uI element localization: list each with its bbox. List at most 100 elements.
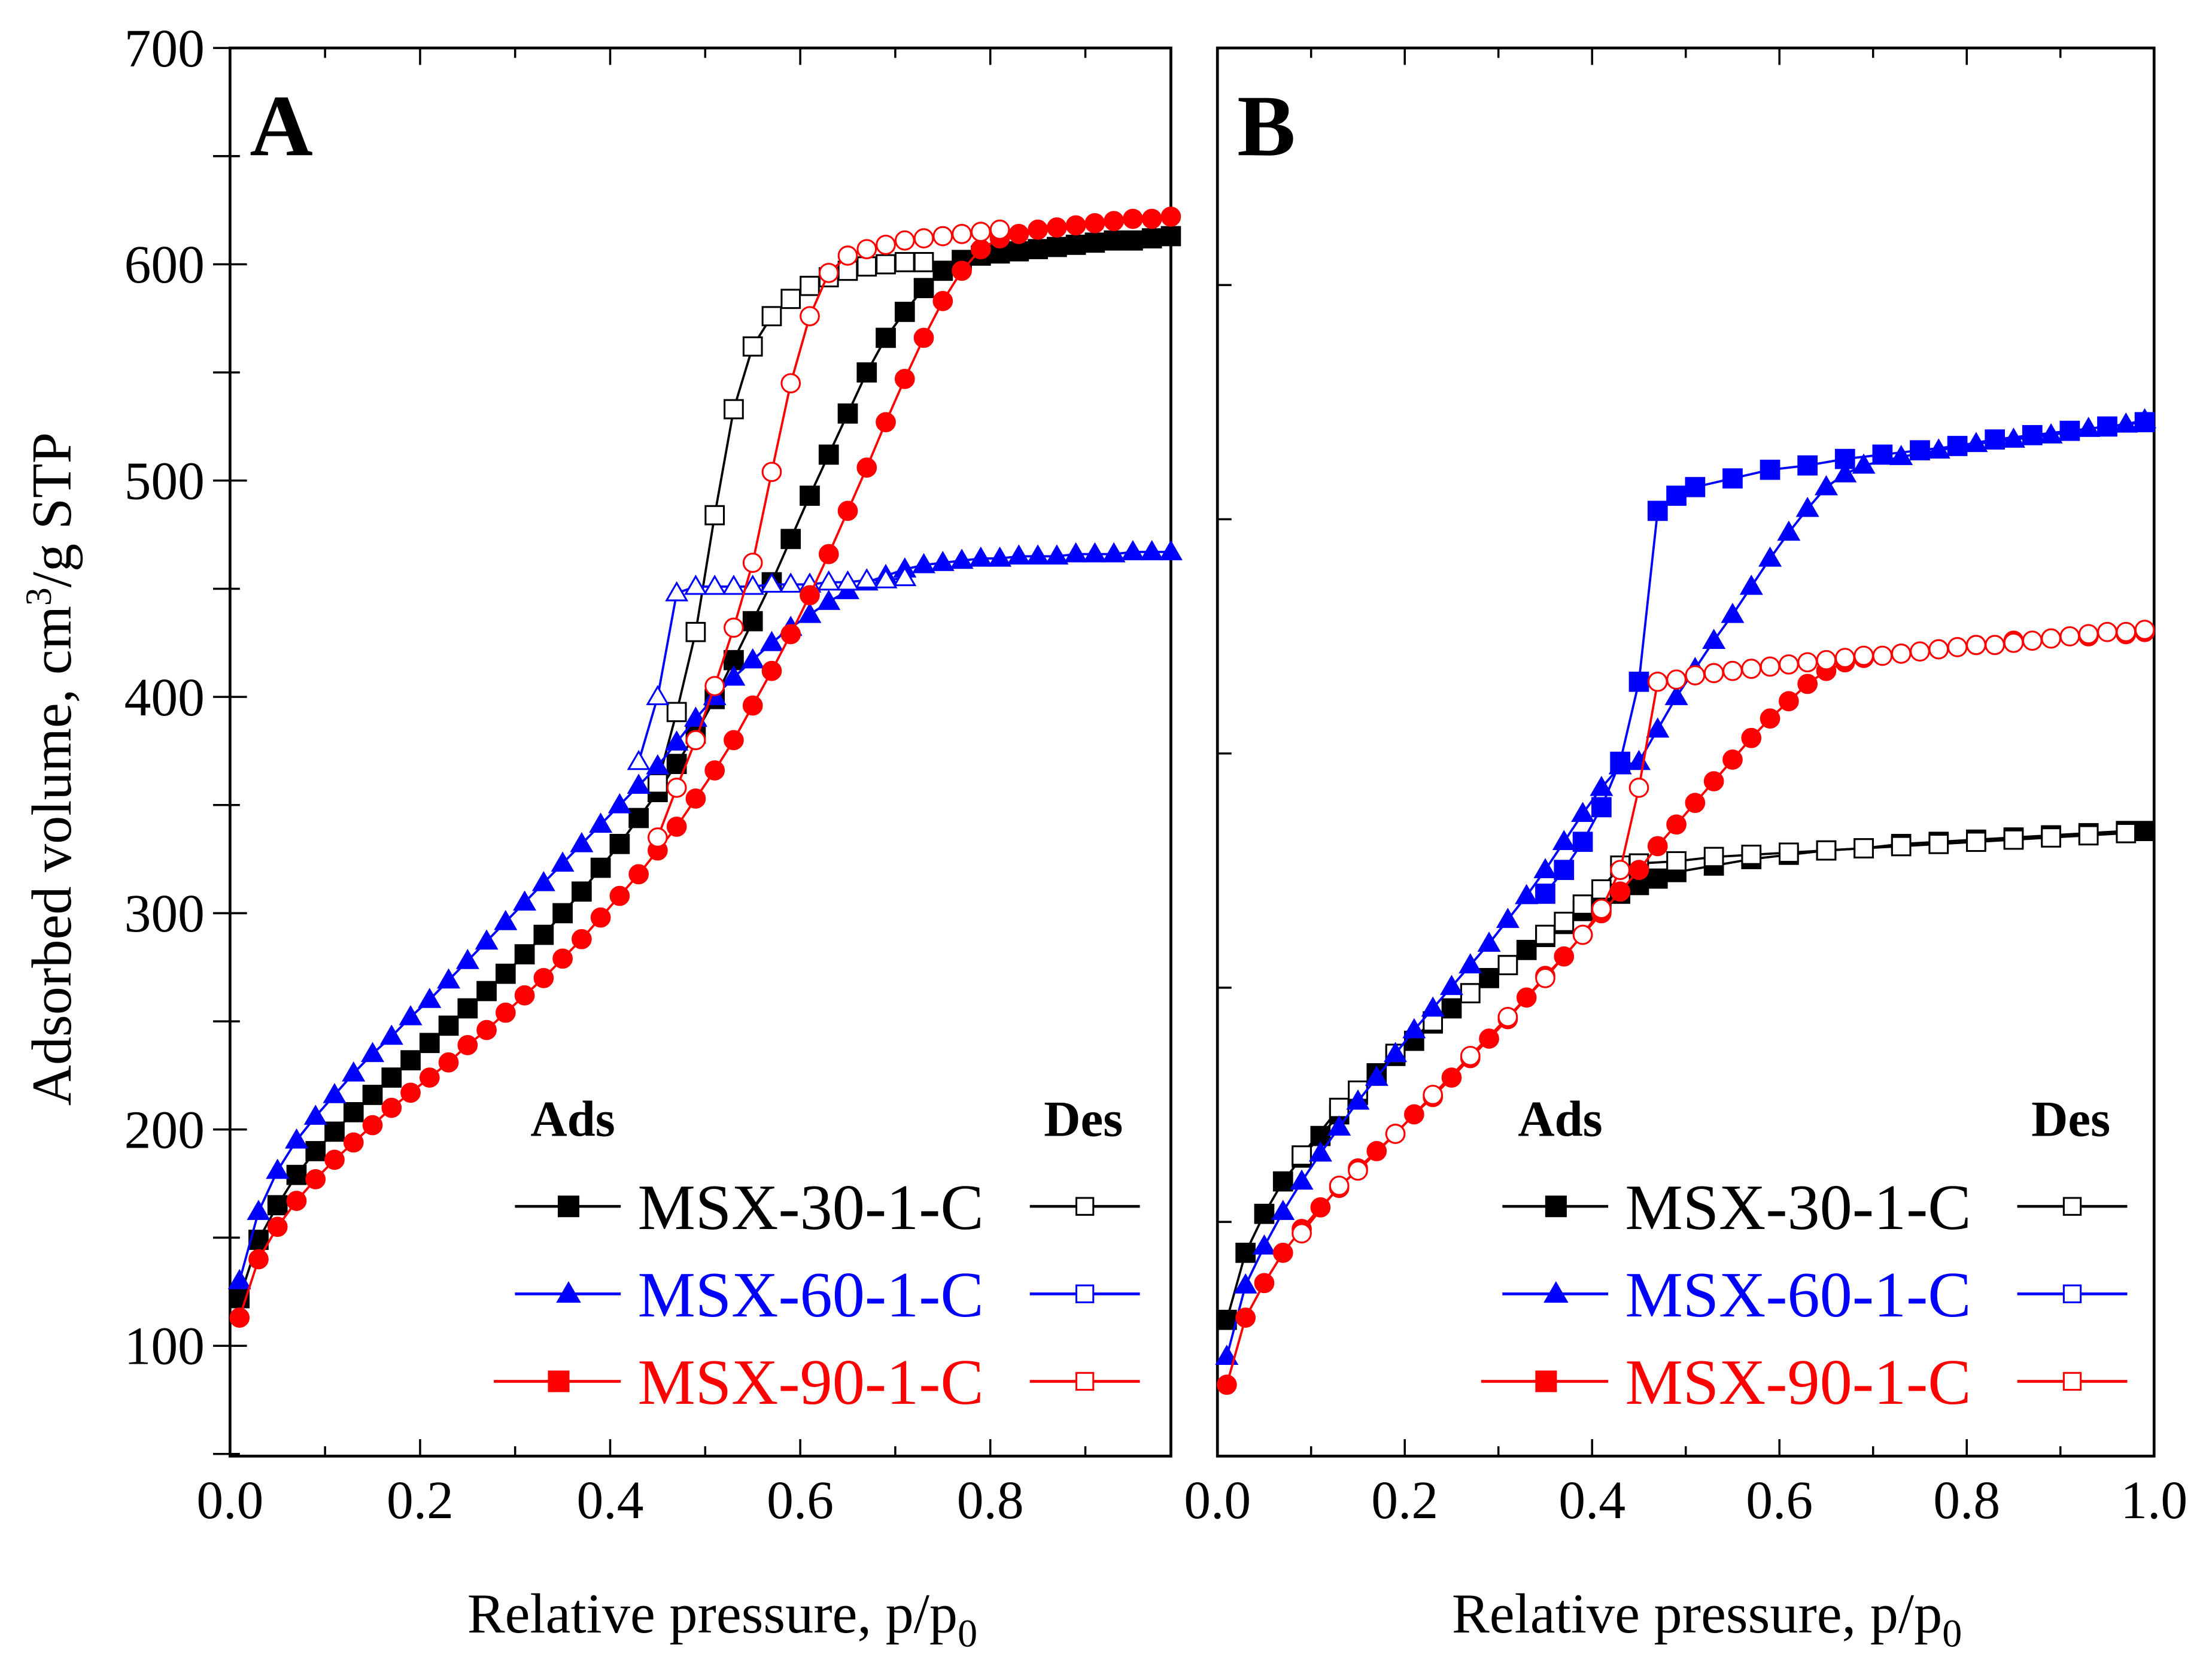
data-point [572, 881, 592, 902]
data-point [893, 566, 917, 587]
data-point [1647, 836, 1668, 857]
data-point [1084, 232, 1105, 253]
data-point [988, 546, 1012, 567]
x-tick-label: 0.2 [1371, 1471, 1438, 1530]
data-point [800, 485, 820, 506]
data-point [1496, 908, 1520, 928]
data-point [1123, 208, 1143, 229]
data-point [457, 998, 478, 1019]
data-point [856, 256, 877, 277]
data-point [1891, 644, 1912, 664]
data-point [419, 1067, 440, 1088]
data-point [1816, 650, 1837, 670]
data-point [1572, 832, 1593, 852]
data-point [476, 1019, 497, 1040]
data-point [1722, 749, 1743, 770]
series-msx-90-1-c-ads [229, 207, 1181, 1328]
series-msx-60-1-c-des [1535, 412, 2155, 904]
data-point [1292, 1223, 1312, 1244]
data-point [1985, 429, 2006, 450]
data-point [1533, 858, 1557, 878]
data-point [761, 462, 782, 483]
series-line [657, 228, 1000, 838]
data-point [856, 457, 877, 478]
data-point [952, 224, 972, 244]
legend-label: MSX-90-1-C [637, 1346, 983, 1418]
data-point [1721, 602, 1745, 623]
data-point [683, 706, 707, 727]
data-point [970, 221, 991, 242]
data-point [495, 1002, 516, 1023]
data-point [1160, 226, 1181, 247]
data-point [817, 590, 841, 610]
data-point [2116, 621, 2137, 642]
data-point [1779, 654, 1799, 675]
data-point [2022, 425, 2043, 445]
data-point [438, 1052, 459, 1073]
legend-des-title: Des [2031, 1091, 2110, 1147]
data-point [400, 1050, 421, 1071]
data-point [894, 251, 915, 272]
data-point [1760, 656, 1780, 677]
data-point [2022, 630, 2043, 651]
data-point [685, 621, 706, 642]
data-point [551, 851, 575, 872]
data-point [609, 833, 630, 854]
data-point [1047, 236, 1067, 257]
x-tick-label: 0.0 [196, 1471, 263, 1530]
data-point [2134, 821, 2155, 841]
series-line [1301, 832, 2126, 1157]
data-point [1047, 217, 1067, 238]
y-tick-label: 600 [124, 235, 205, 295]
data-point [1741, 845, 1762, 865]
data-point [1045, 544, 1069, 565]
x-tick-label: 0.8 [1933, 1471, 2000, 1530]
legend-label: MSX-90-1-C [1625, 1346, 1971, 1418]
legend-marker [1543, 1281, 1569, 1303]
data-point [247, 1200, 271, 1220]
data-point [2059, 420, 2080, 441]
data-point [1215, 1345, 1239, 1365]
data-point [742, 553, 763, 573]
y-axis-label: Adsorbed volume, cm3/g STP [19, 432, 83, 1106]
data-point [1515, 884, 1539, 905]
data-point [1064, 542, 1088, 563]
data-point [1591, 899, 1612, 920]
data-point [876, 235, 896, 255]
data-point [627, 749, 651, 770]
data-point [931, 551, 955, 571]
data-point [666, 778, 687, 798]
x-axis-label-a: Relative pressure, p/p0 [467, 1583, 977, 1656]
data-point [607, 793, 631, 814]
data-point [419, 1033, 440, 1054]
legend-marker [1545, 1195, 1567, 1218]
x-tick-label: 0.6 [1746, 1471, 1813, 1530]
data-point [379, 1024, 403, 1045]
data-point [1854, 838, 1874, 858]
x-tick-label: 0.0 [1184, 1471, 1251, 1530]
data-point [1947, 637, 1968, 657]
data-point [876, 327, 896, 348]
data-point [780, 289, 801, 309]
data-point [855, 568, 879, 588]
data-point [1459, 953, 1482, 973]
legend-des-marker [2062, 1284, 2082, 1304]
data-point [400, 1082, 421, 1103]
data-point [876, 254, 896, 275]
data-point [324, 1149, 345, 1170]
data-point [1777, 520, 1801, 541]
data-point [1535, 967, 1555, 988]
data-point [343, 1132, 364, 1153]
data-point [741, 648, 765, 669]
data-point [455, 949, 479, 969]
data-point [1535, 924, 1555, 945]
data-point [742, 611, 763, 632]
data-point [1008, 224, 1029, 244]
data-point [2097, 621, 2117, 642]
data-point [1329, 1097, 1350, 1118]
data-point [229, 1307, 250, 1328]
legend-marker [1535, 1370, 1557, 1392]
data-point [894, 230, 915, 251]
data-point [741, 574, 765, 595]
